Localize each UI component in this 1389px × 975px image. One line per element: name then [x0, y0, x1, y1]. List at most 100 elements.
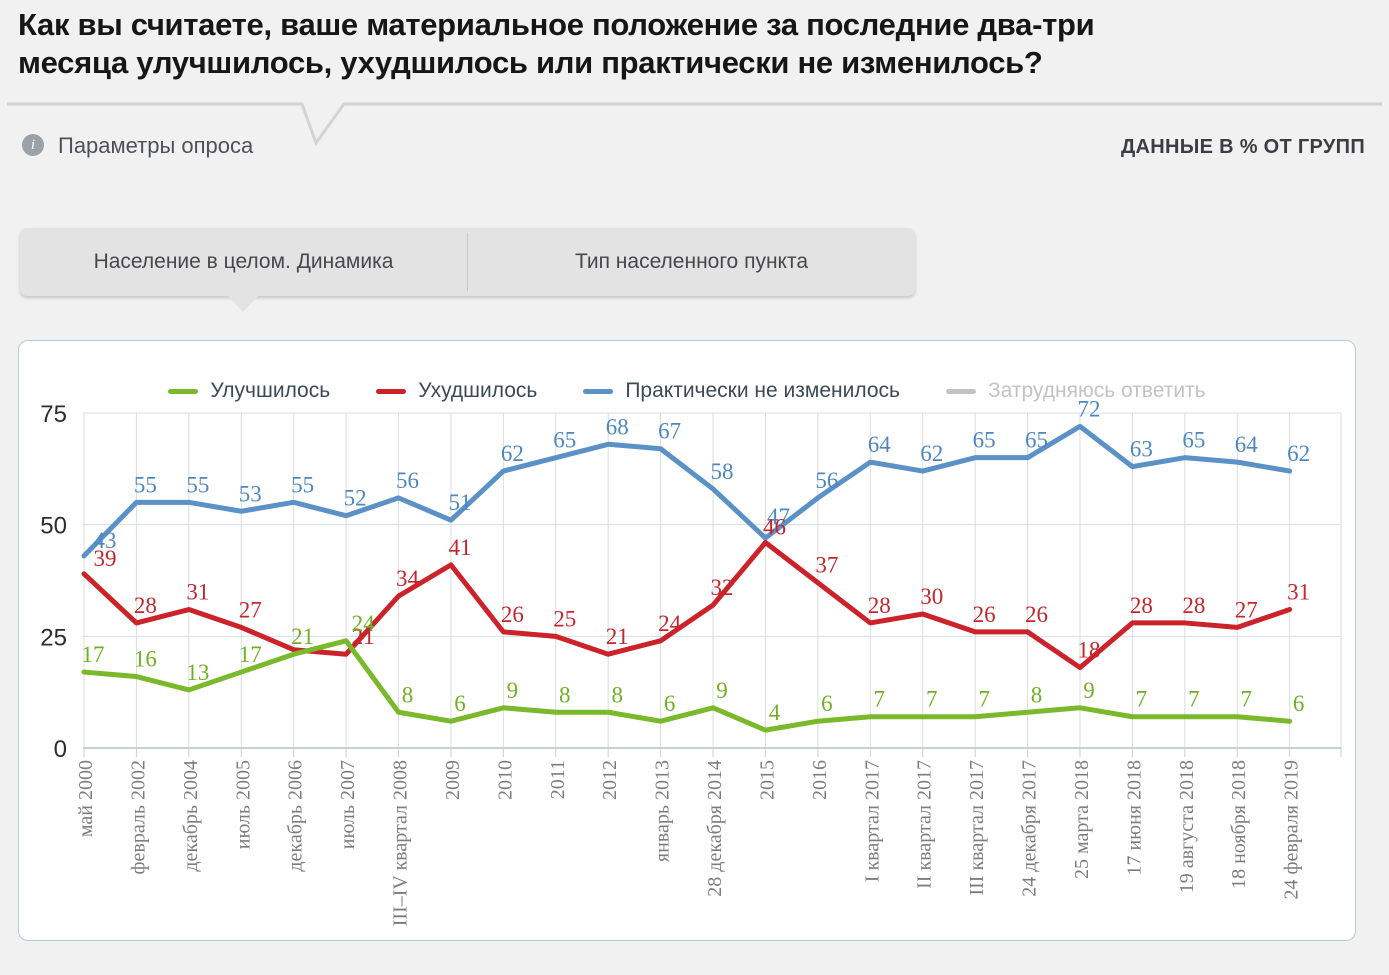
data-label-improved: 6	[1293, 691, 1305, 716]
data-label-worsened: 46	[763, 515, 786, 540]
x-category-label: 18 ноября 2018	[1228, 760, 1250, 889]
data-label-worsened: 30	[920, 584, 943, 609]
data-label-worsened: 27	[239, 597, 262, 622]
data-label-improved: 7	[874, 687, 886, 712]
divider-with-pointer	[7, 102, 1382, 147]
data-label-improved: 17	[82, 642, 105, 667]
data-label-worsened: 28	[868, 593, 891, 618]
data-label-unchanged: 56	[396, 468, 419, 493]
info-icon[interactable]: i	[22, 134, 44, 156]
legend-dash-improved	[168, 388, 199, 394]
data-label-unchanged: 62	[501, 441, 524, 466]
x-category-label: II квартал 2017	[914, 760, 936, 889]
data-label-worsened: 34	[396, 566, 420, 591]
active-tab-pointer-icon	[228, 296, 258, 312]
data-label-unchanged: 64	[868, 432, 892, 457]
data-label-worsened: 26	[973, 602, 996, 627]
data-label-improved: 8	[559, 682, 571, 707]
legend-label-improved: Улучшилось	[210, 379, 331, 402]
x-category-label: III квартал 2017	[966, 760, 988, 896]
data-label-unchanged: 56	[815, 468, 838, 493]
legend-dash-worsened	[376, 388, 407, 394]
series-line-unchanged	[81, 423, 1293, 559]
data-label-unchanged: 65	[1182, 428, 1205, 453]
data-label-improved: 7	[978, 687, 990, 712]
x-category-label: 2009	[442, 760, 464, 800]
data-label-unchanged: 58	[711, 459, 734, 484]
data-label-improved: 8	[402, 682, 414, 707]
x-category-label: 19 августа 2018	[1176, 760, 1198, 893]
x-category-label: январь 2013	[652, 760, 674, 862]
data-label-improved: 16	[134, 647, 157, 672]
data-label-improved: 21	[291, 624, 314, 649]
data-label-worsened: 24	[658, 611, 682, 636]
x-category-label: 28 декабря 2014	[704, 760, 726, 897]
x-category-label: 17 июня 2018	[1123, 760, 1145, 876]
y-tick-label: 50	[40, 513, 67, 540]
data-label-unchanged: 43	[94, 528, 117, 553]
legend-item-unchanged[interactable]: Практически не изменилось	[583, 379, 900, 403]
legend-dash-undecided	[945, 388, 976, 394]
data-label-unchanged: 51	[448, 490, 471, 515]
legend-item-undecided[interactable]: Затрудняюсь ответить	[945, 379, 1206, 403]
page-title-line2: месяца улучшилось, ухудшилось или практи…	[18, 45, 1043, 80]
data-label-unchanged: 63	[1130, 437, 1153, 462]
data-label-improved: 9	[507, 678, 519, 703]
page-title: Как вы считаете, ваше материальное полож…	[18, 6, 1203, 82]
x-category-label: июль 2005	[232, 760, 254, 849]
data-label-worsened: 28	[134, 593, 157, 618]
data-label-unchanged: 47	[767, 504, 790, 529]
data-label-worsened: 21	[352, 624, 375, 649]
x-category-label: декабрь 2004	[180, 760, 202, 872]
legend-item-improved[interactable]: Улучшилось	[168, 379, 330, 403]
data-label-worsened: 31	[186, 580, 209, 605]
line-chart: 0 25 50 75 май 2000 февраль 2002 декабрь 2004 и…	[40, 396, 1342, 926]
x-category-label: 2012	[599, 760, 621, 800]
data-label-unchanged: 65	[1025, 428, 1048, 453]
data-label-improved: 17	[239, 642, 262, 667]
data-label-worsened: 28	[1182, 593, 1205, 618]
x-category-label: I квартал 2017	[861, 760, 883, 882]
data-label-worsened: 37	[815, 553, 838, 578]
x-category-label: май 2000	[75, 760, 97, 837]
tab-divider	[467, 233, 468, 291]
data-label-unchanged: 55	[186, 472, 209, 497]
data-note-label: ДАННЫЕ В % ОТ ГРУПП	[1120, 136, 1365, 158]
data-label-unchanged: 65	[553, 428, 576, 453]
x-category-label: 25 марта 2018	[1071, 760, 1093, 879]
data-label-improved: 8	[611, 682, 623, 707]
data-label-improved: 7	[1136, 687, 1148, 712]
data-label-worsened: 18	[1077, 638, 1100, 663]
data-label-unchanged: 68	[606, 414, 629, 439]
x-category-label: июль 2007	[337, 760, 359, 849]
data-label-improved: 7	[926, 687, 938, 712]
x-category-label: декабрь 2006	[285, 760, 307, 872]
legend-label-worsened: Ухудшилось	[418, 379, 538, 402]
survey-params-link[interactable]: Параметры опроса	[58, 133, 254, 158]
data-label-unchanged: 53	[239, 481, 262, 506]
data-label-worsened: 25	[553, 606, 576, 631]
y-tick-label: 75	[40, 401, 67, 428]
x-category-label: 2015	[756, 760, 778, 800]
data-label-unchanged: 67	[658, 419, 681, 444]
data-label-worsened: 32	[711, 575, 734, 600]
data-label-unchanged: 55	[291, 472, 314, 497]
data-label-improved: 24	[352, 611, 376, 636]
series-line-improved	[81, 638, 1293, 733]
chart-legend: Улучшилось Ухудшилось Практически не измен…	[19, 379, 1355, 403]
data-label-worsened: 27	[1235, 597, 1258, 622]
series-line-worsened	[81, 540, 1293, 671]
x-category-label: 2016	[809, 760, 831, 800]
y-tick-label: 0	[54, 736, 67, 763]
tab-population-dynamics[interactable]: Население в целом. Динамика	[93, 250, 394, 273]
x-category-label: февраль 2002	[127, 760, 149, 874]
data-label-worsened: 26	[1025, 602, 1048, 627]
legend-item-worsened[interactable]: Ухудшилось	[376, 379, 537, 403]
page-title-line1: Как вы считаете, ваше материальное полож…	[18, 7, 1095, 42]
x-category-label: III–IV квартал 2008	[390, 760, 412, 926]
tab-bar: Население в целом. Динамика Тип населенн…	[20, 228, 915, 296]
legend-label-unchanged: Практически не изменилось	[625, 379, 900, 402]
tab-settlement-type[interactable]: Тип населенного пункта	[574, 250, 809, 273]
data-label-worsened: 21	[606, 624, 629, 649]
chart-card: 0 25 50 75 май 2000 февраль 2002 декабрь 2004 и…	[18, 340, 1356, 941]
